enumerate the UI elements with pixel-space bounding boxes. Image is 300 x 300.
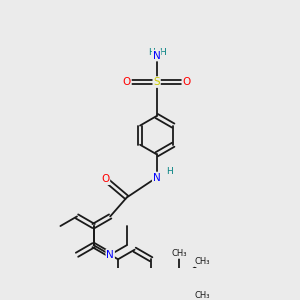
Text: H: H: [159, 48, 166, 57]
Text: O: O: [123, 77, 131, 87]
Text: N: N: [153, 50, 160, 61]
Text: O: O: [101, 174, 109, 184]
Text: S: S: [153, 77, 160, 87]
Text: CH₃: CH₃: [172, 249, 187, 258]
Text: CH₃: CH₃: [195, 290, 210, 299]
Text: N: N: [106, 250, 114, 260]
Text: CH₃: CH₃: [195, 257, 210, 266]
Text: H: H: [148, 48, 155, 57]
Text: O: O: [182, 77, 190, 87]
Text: H: H: [166, 167, 172, 176]
Text: N: N: [153, 172, 160, 182]
